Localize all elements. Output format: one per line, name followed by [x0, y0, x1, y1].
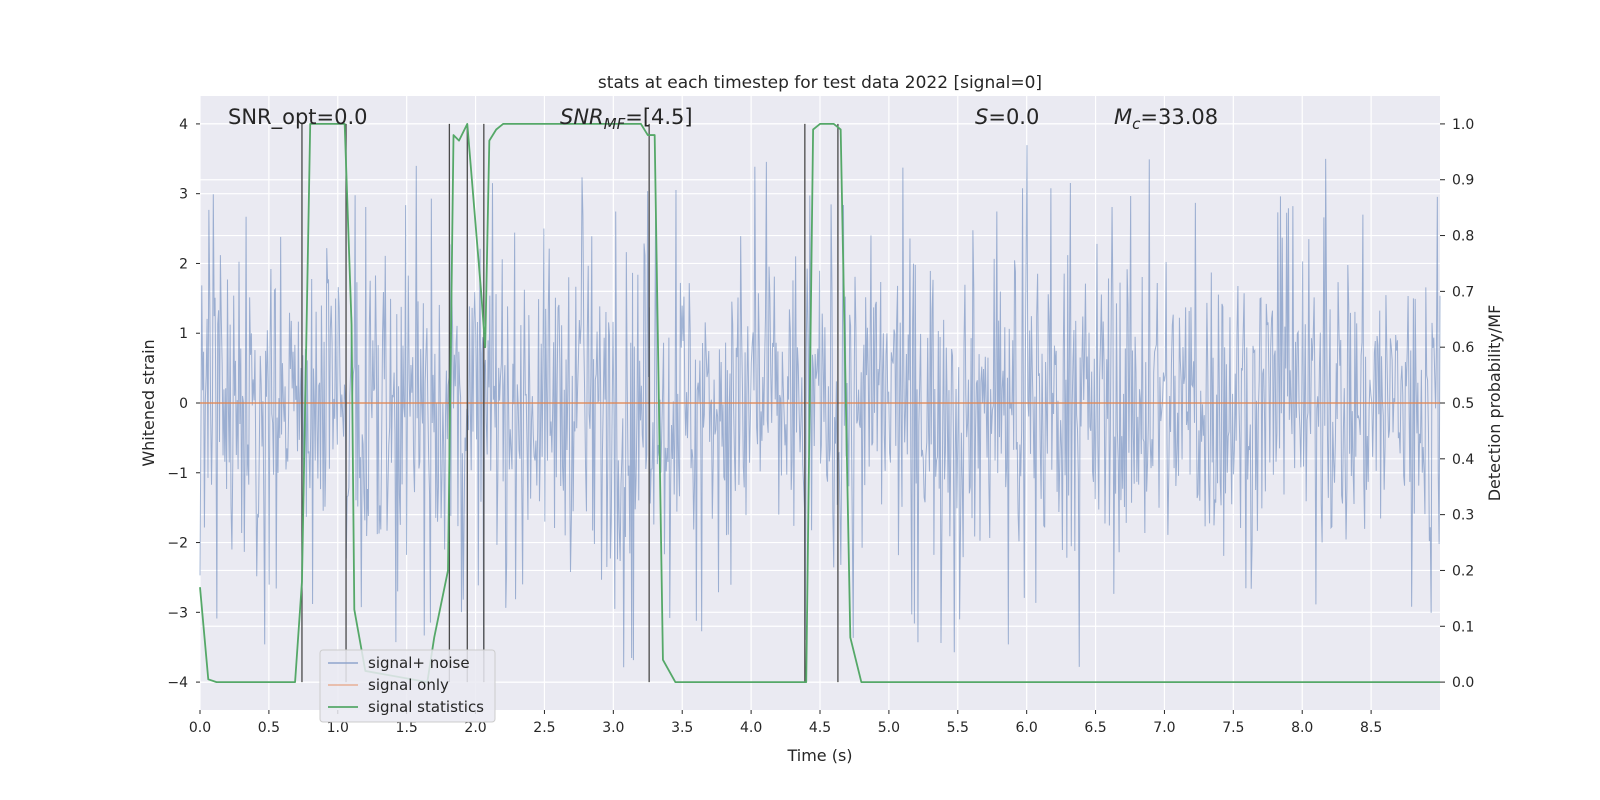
y2-tick-label: 0.6: [1452, 340, 1474, 356]
y-tick-label: −2: [167, 536, 188, 552]
y-tick-label: −4: [167, 675, 188, 691]
y-tick-label: 1: [179, 326, 188, 342]
mc-sub: c: [1132, 115, 1141, 133]
y2-tick-label: 0.1: [1452, 619, 1474, 635]
y-tick-label: −1: [167, 466, 188, 482]
y2-tick-label: 0.8: [1452, 229, 1474, 245]
mc-base: M: [1114, 105, 1132, 129]
legend: signal+ noise signal only signal statist…: [319, 649, 496, 723]
x-tick-label: 5.0: [878, 720, 900, 736]
x-tick-labels: 0.0 0.5 1.0 1.5 2.0 2.5 3.0 3.5 4.0 4.5 5.0 5.5 6.0 6…: [189, 710, 1382, 736]
y-tick-label: 4: [179, 117, 188, 133]
signal-statistics-series: [199, 123, 1440, 683]
x-tick-label: 5.5: [947, 720, 969, 736]
s-symbol: S: [975, 105, 988, 129]
y2-tick-label: 0.2: [1452, 563, 1474, 579]
y2-axis-label: Detection probability/MF: [1485, 305, 1504, 502]
x-tick-label: 7.5: [1222, 720, 1244, 736]
x-tick-label: 4.5: [809, 720, 831, 736]
y2-tick-label: 0.5: [1452, 396, 1474, 412]
signal-noise-series: [199, 145, 1441, 668]
y2-tick-label: 0.3: [1452, 508, 1474, 524]
x-tick-label: 4.0: [740, 720, 762, 736]
annotation-snr-opt: SNR_opt=0.0: [228, 105, 368, 130]
annotation-s: S=0.0: [975, 105, 1039, 129]
x-tick-label: 0.0: [189, 720, 211, 736]
signal-noise-line: [199, 145, 1441, 668]
y-tick-label: 0: [179, 396, 188, 412]
x-tick-label: 8.5: [1360, 720, 1382, 736]
snr-mf-value: =[4.5]: [625, 105, 692, 129]
legend-label-signal-only: signal only: [368, 676, 449, 694]
legend-box: [319, 649, 496, 723]
annotation-snr-mf: SNRMF=[4.5]: [560, 105, 693, 133]
s-value: =0.0: [988, 105, 1039, 129]
mc-value: =33.08: [1140, 105, 1218, 129]
y-tick-labels: −4 −3 −2 −1 0 1 2 3 4: [167, 117, 200, 691]
annotation-mc: Mc=33.08: [1114, 105, 1218, 133]
x-axis-label: Time (s): [786, 746, 852, 765]
y-axis-label: Whitened strain: [139, 339, 158, 466]
y2-tick-labels: 0.0 0.1 0.2 0.3 0.4 0.5 0.6 0.7 0.8 0.9 1.0: [1440, 117, 1474, 691]
legend-label-signal-noise: signal+ noise: [368, 654, 470, 672]
x-tick-label: 6.5: [1084, 720, 1106, 736]
x-tick-label: 6.0: [1016, 720, 1038, 736]
x-tick-label: 2.0: [464, 720, 486, 736]
y2-tick-label: 1.0: [1452, 117, 1474, 133]
x-tick-label: 8.0: [1291, 720, 1313, 736]
y-tick-label: 3: [179, 187, 188, 203]
y2-tick-label: 0.0: [1452, 675, 1474, 691]
x-tick-label: 1.5: [396, 720, 418, 736]
y-tick-label: −3: [167, 605, 188, 621]
snr-mf-base: SNR: [560, 105, 604, 129]
snr-mf-sub: MF: [604, 115, 626, 133]
y2-tick-label: 0.7: [1452, 284, 1474, 300]
x-tick-label: 3.5: [671, 720, 693, 736]
legend-label-signal-statistics: signal statistics: [368, 698, 484, 716]
y-tick-label: 2: [179, 256, 188, 272]
x-tick-label: 1.0: [327, 720, 349, 736]
x-tick-label: 7.0: [1153, 720, 1175, 736]
x-tick-label: 3.0: [602, 720, 624, 736]
x-tick-label: 2.5: [533, 720, 555, 736]
y2-tick-label: 0.4: [1452, 452, 1474, 468]
y2-tick-label: 0.9: [1452, 173, 1474, 189]
signal-statistics-line: [199, 123, 1440, 683]
x-tick-label: 0.5: [258, 720, 280, 736]
chart-title: stats at each timestep for test data 202…: [598, 73, 1042, 93]
